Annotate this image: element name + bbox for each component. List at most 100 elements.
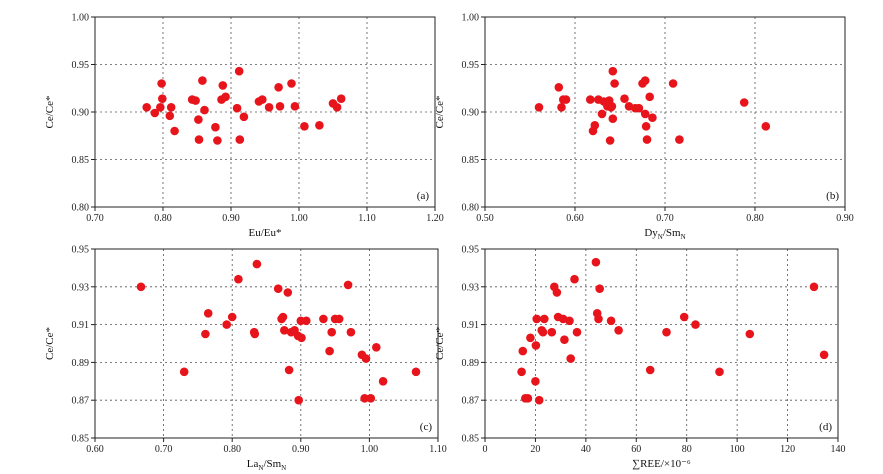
data-point: [606, 316, 616, 326]
y-tick-label: 0.85: [462, 155, 480, 166]
data-point: [222, 320, 231, 329]
data-point: [194, 115, 203, 124]
data-point: [234, 66, 244, 76]
y-axis-label: Ce/Ce*: [434, 96, 446, 129]
data-point: [668, 79, 678, 88]
panel-c-la-sm: 0.60 0.70 0.80 0.90 1.00 1.10 0.85 0.87 0.89 0.91…: [44, 245, 447, 473]
data-point: [273, 284, 283, 294]
data-point: [278, 312, 288, 322]
data-point: [570, 274, 579, 284]
data-point: [136, 282, 146, 292]
panel-label: (d): [819, 421, 832, 433]
x-tick-label: 0.80: [154, 213, 172, 224]
data-point: [552, 288, 562, 297]
x-tick-label: 0.90: [222, 213, 240, 224]
data-point: [819, 350, 829, 360]
data-point: [642, 135, 652, 144]
data-point: [283, 288, 293, 297]
panel-b-dy-sm: 0.50 0.60 0.70 0.80 0.90 0.80 0.85 0.90 0.95 1.00…: [434, 13, 854, 242]
data-point: [165, 111, 175, 121]
data-point: [142, 103, 151, 112]
data-point: [319, 314, 328, 324]
data-point: [343, 280, 353, 290]
data-point: [280, 326, 289, 335]
data-point: [523, 394, 533, 403]
x-tick-label: 0: [483, 444, 488, 455]
x-axis-label-sub: N: [681, 233, 686, 241]
y-tick-label: 0.85: [72, 155, 90, 166]
data-point: [561, 95, 571, 104]
data-point: [157, 79, 166, 88]
data-point: [234, 274, 243, 284]
x-tick-label: 100: [730, 444, 745, 455]
data-point: [297, 333, 306, 343]
x-tick-label: 0.60: [86, 444, 104, 455]
data-point: [213, 136, 222, 145]
data-point: [540, 314, 549, 324]
data-point: [675, 135, 684, 144]
data-point: [591, 257, 601, 267]
plot-frame: [94, 248, 439, 439]
data-point: [294, 395, 304, 405]
x-tick-label: 0.70: [155, 444, 173, 455]
panel-label: (c): [420, 421, 433, 433]
data-point: [366, 394, 376, 403]
y-tick-label: 0.89: [462, 358, 480, 369]
data-point: [608, 114, 618, 123]
y-tick-label: 0.95: [72, 60, 90, 71]
x-tick-label: 0.90: [292, 444, 310, 455]
x-tick-label: 1.00: [361, 444, 379, 455]
data-point: [290, 102, 300, 111]
x-tick-label: 0.50: [476, 213, 494, 224]
data-point: [645, 365, 655, 375]
data-point: [745, 329, 755, 339]
data-point: [547, 327, 557, 337]
y-tick-label: 0.85: [462, 434, 480, 445]
data-point: [191, 96, 200, 105]
x-tick-label: 1.00: [290, 213, 308, 224]
data-point: [166, 103, 176, 112]
data-point: [198, 76, 207, 85]
data-point: [640, 76, 650, 85]
data-point: [156, 103, 165, 112]
data-point: [258, 95, 267, 104]
data-point: [336, 94, 346, 103]
data-point: [218, 81, 228, 90]
data-point: [565, 316, 574, 326]
data-point: [227, 312, 237, 322]
data-point: [607, 102, 617, 111]
data-point: [679, 312, 689, 322]
data-point: [640, 109, 650, 119]
x-tick-label: 0.80: [223, 444, 241, 455]
data-point: [610, 79, 619, 88]
data-point: [284, 365, 294, 375]
data-point: [201, 329, 210, 339]
x-axis-label-sub: N: [281, 464, 286, 472]
x-tick-label: 20: [530, 444, 540, 455]
data-point: [560, 335, 569, 345]
data-point: [411, 367, 421, 377]
y-tick-label: 0.89: [72, 358, 90, 369]
y-tick-label: 0.95: [72, 245, 90, 256]
data-point: [715, 367, 724, 377]
y-axis-label: Ce/Ce*: [44, 96, 56, 129]
panel-label: (a): [417, 190, 430, 202]
data-point: [538, 327, 548, 337]
x-axis-label: Eu/Eu*: [249, 227, 282, 239]
x-tick-label: 40: [581, 444, 591, 455]
data-point: [534, 103, 544, 112]
data-point: [334, 314, 344, 324]
data-point: [595, 284, 604, 294]
data-point: [275, 102, 285, 111]
x-tick-label: 0.70: [86, 213, 104, 224]
data-point: [221, 92, 230, 102]
data-point: [739, 98, 749, 107]
panel-label: (b): [826, 190, 839, 202]
data-point: [346, 327, 356, 337]
plot-frame: [484, 248, 839, 439]
data-point: [287, 79, 296, 88]
data-point: [158, 94, 167, 103]
data-point: [360, 394, 369, 403]
y-axis-label: Ce/Ce*: [434, 327, 446, 360]
data-point: [531, 341, 541, 350]
